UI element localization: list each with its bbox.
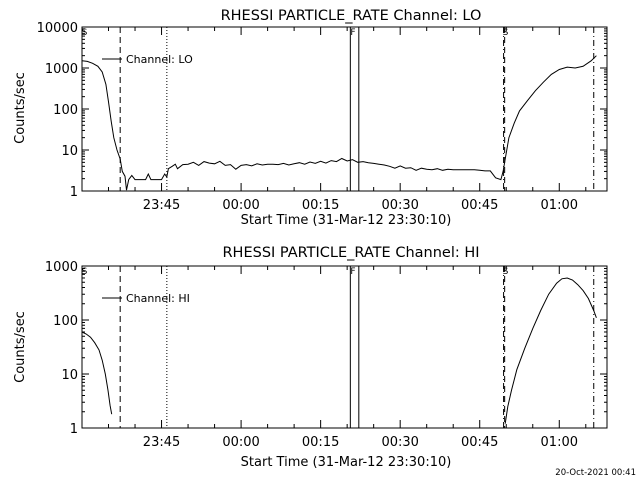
timestamp: 20-Oct-2021 00:41 xyxy=(555,468,636,478)
y-tick-label-lo: 1 xyxy=(70,185,78,200)
y-tick-label-lo: 100 xyxy=(53,103,78,118)
chart-title-hi: RHESSI PARTICLE_RATE Channel: HI xyxy=(222,245,479,261)
panel-lo-channel: RHESSI PARTICLE_RATE Channel: LO Counts/… xyxy=(13,8,608,228)
y-tick-label-lo: 1000 xyxy=(45,62,78,77)
chart-title-lo: RHESSI PARTICLE_RATE Channel: LO xyxy=(221,8,482,24)
marker-label-lo: S xyxy=(503,28,509,38)
x-tick-label-hi: 00:00 xyxy=(222,435,259,450)
plot-frame-hi xyxy=(81,265,608,429)
x-tick-label-lo: 00:15 xyxy=(302,198,339,213)
y-tick-label-hi: 1 xyxy=(70,422,78,437)
plot-frame-lo xyxy=(81,26,608,192)
series-line-hi xyxy=(81,331,113,415)
y-tick-label-hi: 100 xyxy=(53,314,78,329)
x-tick-label-hi: 00:30 xyxy=(381,435,418,450)
marker-label-hi: S xyxy=(82,267,88,277)
marker-label-hi: S xyxy=(503,267,509,277)
y-tick-label-lo: 10 xyxy=(61,144,78,159)
x-tick-label-hi: 23:45 xyxy=(143,435,180,450)
marker-label-lo: F xyxy=(350,28,355,38)
series-line-hi xyxy=(504,277,597,424)
legend-hi: Channel: HI xyxy=(102,292,190,305)
y-tick-label-hi: 1000 xyxy=(45,260,78,275)
marker-label-hi: F xyxy=(350,267,355,277)
x-tick-label-lo: 23:45 xyxy=(143,198,180,213)
x-tick-label-hi: 00:45 xyxy=(461,435,498,450)
x-tick-label-lo: 00:30 xyxy=(381,198,418,213)
legend-label-lo: Channel: LO xyxy=(126,53,193,66)
x-tick-label-lo: 01:00 xyxy=(541,198,578,213)
legend-lo: Channel: LO xyxy=(102,53,193,66)
y-tick-label-hi: 10 xyxy=(61,368,78,383)
marker-label-lo: S xyxy=(82,28,88,38)
x-axis-label-hi: Start Time (31-Mar-12 23:30:10) xyxy=(241,455,452,470)
legend-label-hi: Channel: HI xyxy=(126,292,190,305)
x-tick-label-hi: 00:15 xyxy=(302,435,339,450)
x-tick-label-lo: 00:00 xyxy=(222,198,259,213)
y-axis-label-hi: Counts/sec xyxy=(13,311,28,383)
y-tick-label-lo: 10000 xyxy=(37,21,78,36)
series-line-lo xyxy=(81,55,597,191)
x-tick-label-lo: 00:45 xyxy=(461,198,498,213)
x-axis-label-lo: Start Time (31-Mar-12 23:30:10) xyxy=(241,213,452,228)
panel-hi-channel: RHESSI PARTICLE_RATE Channel: HI Counts/… xyxy=(13,245,608,470)
x-tick-label-hi: 01:00 xyxy=(541,435,578,450)
y-axis-label-lo: Counts/sec xyxy=(13,72,28,144)
